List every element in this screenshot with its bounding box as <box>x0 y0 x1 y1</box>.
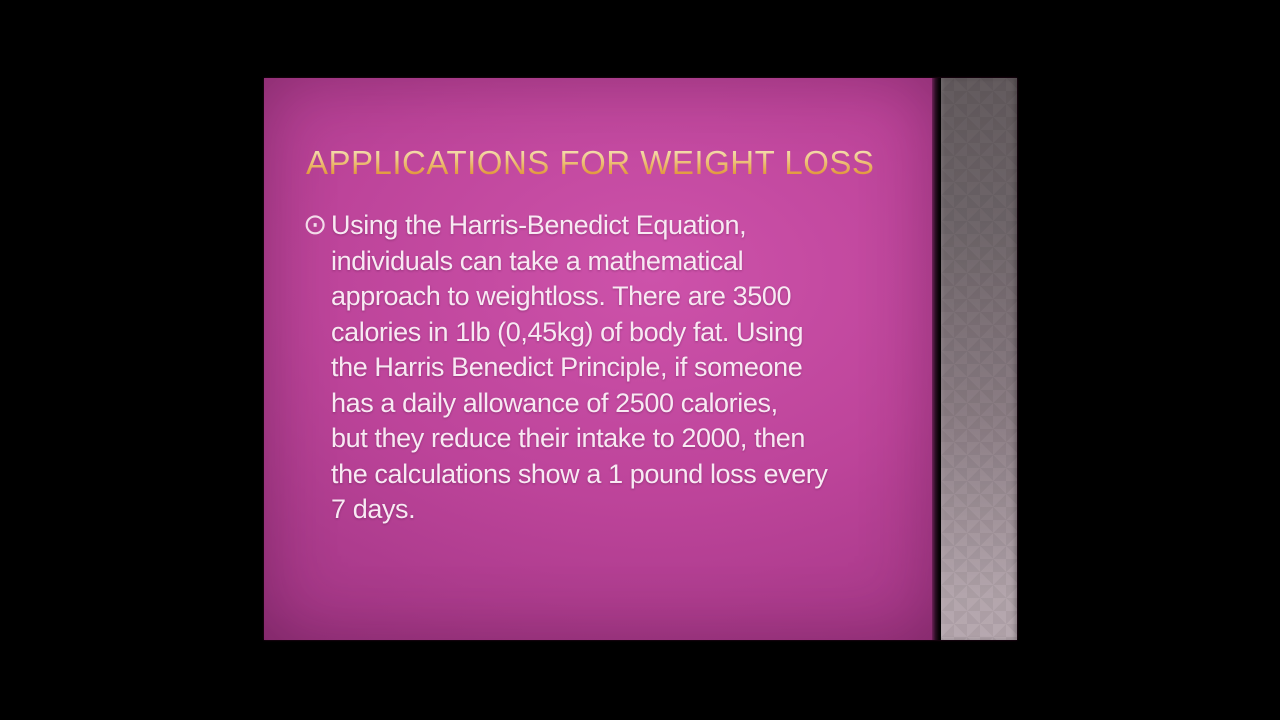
body-line: the Harris Benedict Principle, if someon… <box>331 352 803 382</box>
body-line: calories in 1lb (0,45kg) of body fat. Us… <box>331 316 804 347</box>
slide-side-strip <box>941 78 1017 640</box>
body-line: has a daily allowance of 2500 calories, <box>331 387 778 418</box>
slide-content-area: APPLICATIONS FOR WEIGHT LOSS ⊙ Using the… <box>264 78 932 640</box>
body-line: the calculations show a 1 pound loss eve… <box>331 458 828 489</box>
slide-divider <box>932 78 941 640</box>
slide-title: APPLICATIONS FOR WEIGHT LOSS <box>306 144 875 181</box>
bullet-icon: ⊙ <box>303 209 328 241</box>
presentation-slide: APPLICATIONS FOR WEIGHT LOSS ⊙ Using the… <box>264 78 1017 640</box>
body-line: individuals can take a mathematical <box>331 245 744 276</box>
body-line-text: Using the Harris-Benedict Equation, <box>331 210 747 240</box>
body-line: 7 days. <box>331 494 416 524</box>
body-line: ⊙ Using the Harris-Benedict Equation, <box>303 208 908 244</box>
slide-body: ⊙ Using the Harris-Benedict Equation, in… <box>303 208 908 528</box>
body-line: but they reduce their intake to 2000, th… <box>331 423 806 453</box>
body-line: approach to weightloss. There are 3500 <box>331 281 792 311</box>
